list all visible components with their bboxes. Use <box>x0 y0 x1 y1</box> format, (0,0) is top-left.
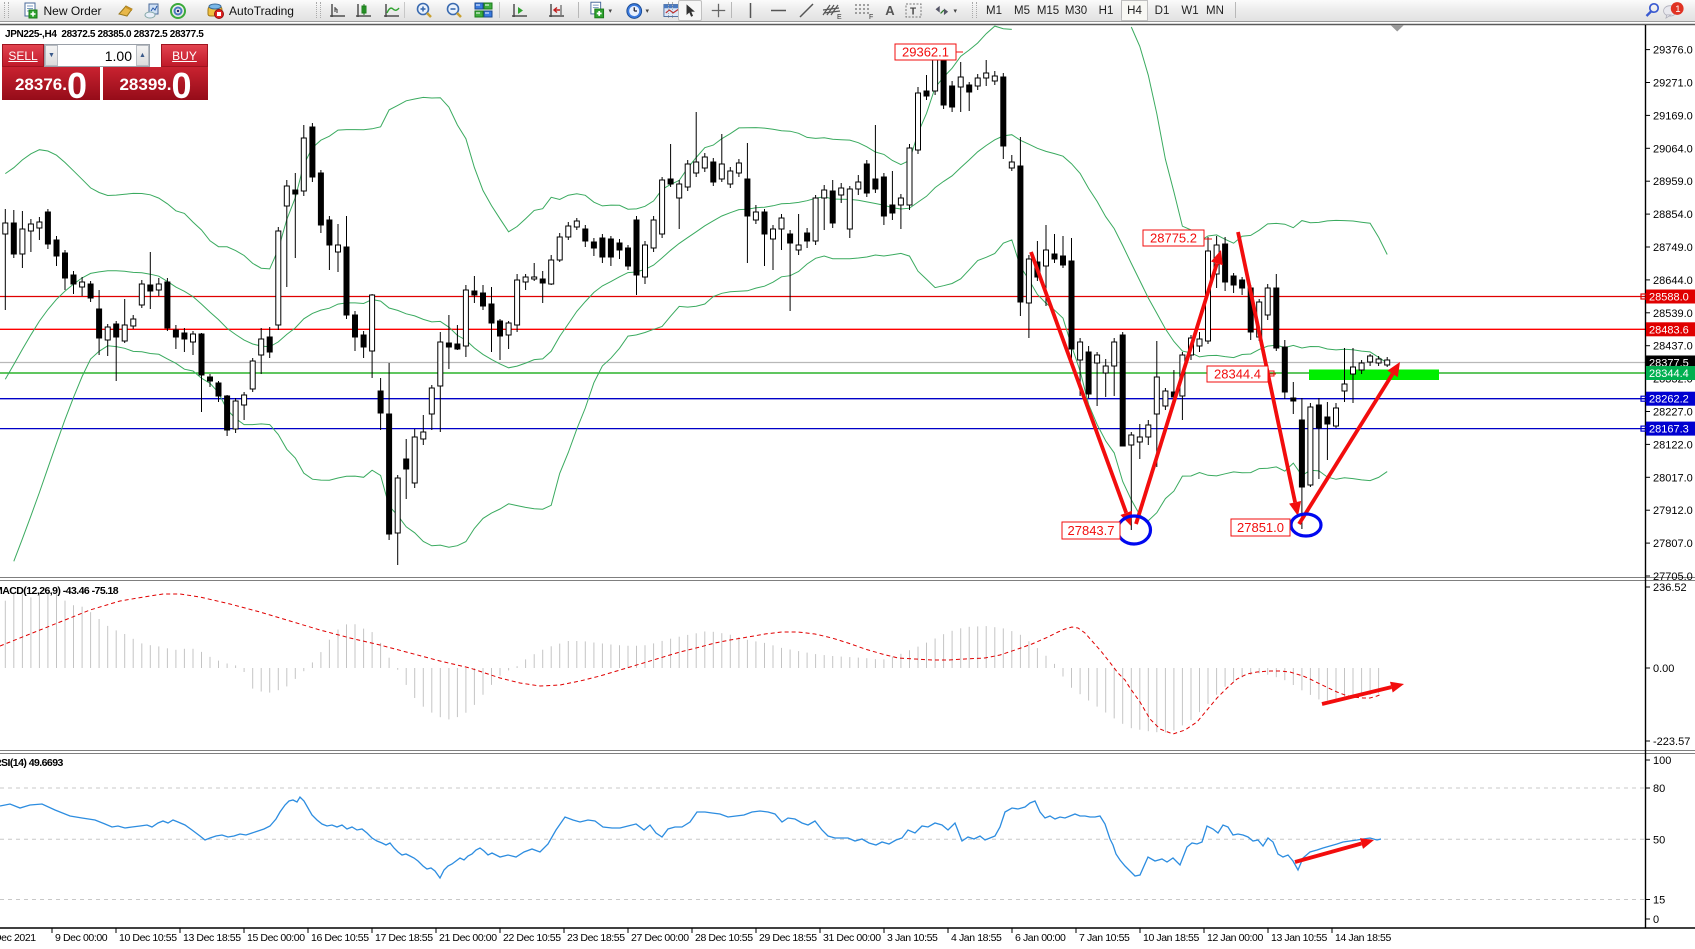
svg-text:28437.0: 28437.0 <box>1653 341 1693 353</box>
svg-text:29362.1: 29362.1 <box>902 45 949 60</box>
svg-text:27705.0: 27705.0 <box>1653 571 1693 583</box>
svg-text:29169.0: 29169.0 <box>1653 110 1693 122</box>
svg-text:21 Dec 00:00: 21 Dec 00:00 <box>439 932 497 944</box>
svg-text:T: T <box>910 6 916 17</box>
svg-text:12 Jan 00:00: 12 Jan 00:00 <box>1207 932 1263 944</box>
svg-text:10 Dec 10:55: 10 Dec 10:55 <box>119 932 177 944</box>
svg-text:27843.7: 27843.7 <box>1068 523 1115 538</box>
svg-text:14 Jan 18:55: 14 Jan 18:55 <box>1335 932 1391 944</box>
svg-text:28959.0: 28959.0 <box>1653 176 1693 188</box>
svg-text:27 Dec 00:00: 27 Dec 00:00 <box>631 932 689 944</box>
svg-text:23 Dec 18:55: 23 Dec 18:55 <box>567 932 625 944</box>
svg-text:28588.0: 28588.0 <box>1649 292 1689 304</box>
svg-text:28262.2: 28262.2 <box>1649 394 1689 406</box>
svg-text:28344.4: 28344.4 <box>1649 368 1689 380</box>
svg-text:1: 1 <box>1675 4 1680 15</box>
svg-text:28539.0: 28539.0 <box>1653 308 1693 320</box>
svg-text:28749.0: 28749.0 <box>1653 242 1693 254</box>
svg-text:31 Dec 00:00: 31 Dec 00:00 <box>823 932 881 944</box>
svg-text:9 Dec 00:00: 9 Dec 00:00 <box>55 932 108 944</box>
svg-text:27851.0: 27851.0 <box>1237 520 1284 535</box>
svg-text:MACD(12,26,9) -43.46 -75.18: MACD(12,26,9) -43.46 -75.18 <box>0 585 119 597</box>
svg-text:6 Jan 00:00: 6 Jan 00:00 <box>1015 932 1066 944</box>
svg-text:29271.0: 29271.0 <box>1653 78 1693 90</box>
svg-text:28167.3: 28167.3 <box>1649 424 1689 436</box>
svg-text:16 Dec 10:55: 16 Dec 10:55 <box>311 932 369 944</box>
svg-text:28227.0: 28227.0 <box>1653 407 1693 419</box>
svg-text:29 Dec 18:55: 29 Dec 18:55 <box>759 932 817 944</box>
svg-text:28644.0: 28644.0 <box>1653 275 1693 287</box>
svg-text:28 Dec 10:55: 28 Dec 10:55 <box>695 932 753 944</box>
svg-text:28854.0: 28854.0 <box>1653 209 1693 221</box>
svg-text:-223.57: -223.57 <box>1653 736 1690 748</box>
svg-text:10 Jan 18:55: 10 Jan 18:55 <box>1143 932 1199 944</box>
svg-text:29064.0: 29064.0 <box>1653 143 1693 155</box>
svg-text:F: F <box>869 14 873 20</box>
svg-text:4 Jan 18:55: 4 Jan 18:55 <box>951 932 1002 944</box>
svg-text:RSI(14) 49.6693: RSI(14) 49.6693 <box>0 757 64 769</box>
svg-text:27912.0: 27912.0 <box>1653 505 1693 517</box>
svg-text:17 Dec 18:55: 17 Dec 18:55 <box>375 932 433 944</box>
svg-text:3 Jan 10:55: 3 Jan 10:55 <box>887 932 938 944</box>
svg-text:29376.0: 29376.0 <box>1653 45 1693 57</box>
svg-text:22 Dec 10:55: 22 Dec 10:55 <box>503 932 561 944</box>
svg-text:28017.0: 28017.0 <box>1653 472 1693 484</box>
svg-text:236.52: 236.52 <box>1653 582 1687 594</box>
svg-text:28122.0: 28122.0 <box>1653 439 1693 451</box>
svg-text:50: 50 <box>1653 834 1665 846</box>
svg-text:15: 15 <box>1653 895 1665 907</box>
svg-text:0.00: 0.00 <box>1653 663 1674 675</box>
svg-text:7 Jan 10:55: 7 Jan 10:55 <box>1079 932 1130 944</box>
svg-text:28344.4: 28344.4 <box>1214 367 1261 382</box>
svg-text:0: 0 <box>1653 914 1659 926</box>
svg-text:8 Dec 2021: 8 Dec 2021 <box>0 932 36 944</box>
svg-text:27807.0: 27807.0 <box>1653 538 1693 550</box>
svg-text:JPN225-,H4 28372.5 28385.0 28: JPN225-,H4 28372.5 28385.0 28372.5 28377… <box>5 29 204 40</box>
svg-text:100: 100 <box>1653 755 1671 767</box>
svg-text:28483.6: 28483.6 <box>1649 324 1689 336</box>
svg-text:28775.2: 28775.2 <box>1150 231 1197 246</box>
svg-text:15 Dec 00:00: 15 Dec 00:00 <box>247 932 305 944</box>
svg-text:E: E <box>837 14 842 20</box>
svg-text:13 Dec 18:55: 13 Dec 18:55 <box>183 932 241 944</box>
svg-text:80: 80 <box>1653 783 1665 795</box>
svg-text:13 Jan 10:55: 13 Jan 10:55 <box>1271 932 1327 944</box>
